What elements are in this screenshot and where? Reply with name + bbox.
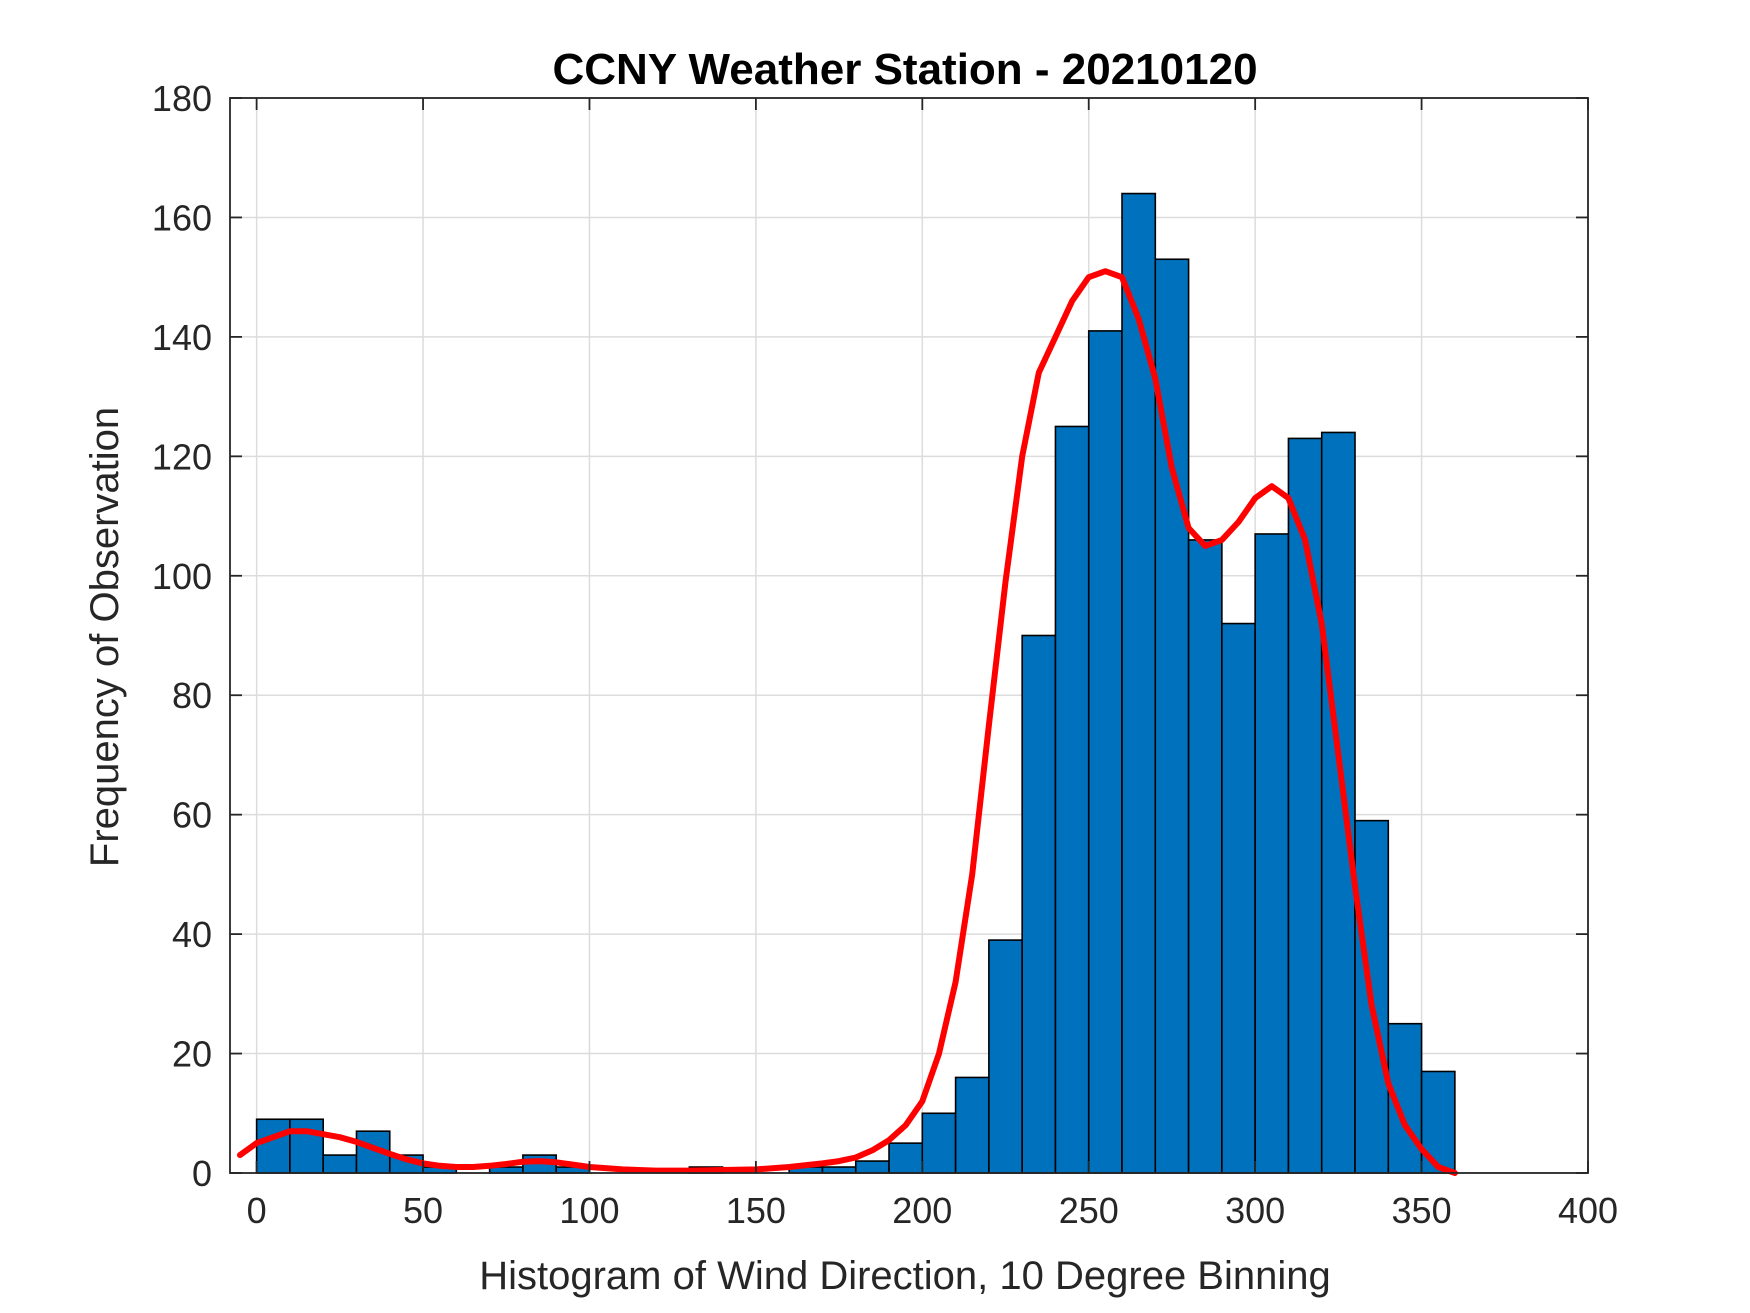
histogram-bar [921, 1112, 957, 1174]
y-tick-label: 20 [172, 1034, 212, 1075]
y-tick-label: 80 [172, 675, 212, 716]
histogram-bar [1121, 192, 1157, 1174]
x-tick-label: 150 [726, 1190, 786, 1231]
x-tick-label: 200 [892, 1190, 952, 1231]
histogram-bar [322, 1154, 358, 1174]
y-axis-label: Frequency of Observation [83, 407, 127, 867]
histogram-bar [1054, 425, 1090, 1174]
y-tick-label: 140 [152, 317, 212, 358]
x-tick-label: 50 [403, 1190, 443, 1231]
histogram-bar [1221, 622, 1256, 1174]
plot-area-border [229, 97, 1589, 1174]
histogram-bar [1320, 431, 1356, 1174]
y-tick-label: 60 [172, 795, 212, 836]
histogram-bar [1187, 539, 1223, 1174]
histogram-bar [255, 1118, 291, 1174]
y-tick-label: 120 [152, 436, 212, 477]
x-tick-label: 300 [1225, 1190, 1285, 1231]
y-tick-label: 180 [152, 78, 212, 119]
y-tick-label: 0 [192, 1153, 212, 1194]
axes [229, 97, 1589, 1174]
chart-title: CCNY Weather Station - 20210120 [552, 45, 1257, 94]
histogram-bar [854, 1160, 890, 1174]
x-tick-label: 350 [1392, 1190, 1452, 1231]
y-tick-label: 160 [152, 197, 212, 238]
histogram-bar [954, 1076, 990, 1174]
histogram-bar [888, 1142, 924, 1174]
y-tick-label: 100 [152, 556, 212, 597]
histogram-bars [255, 192, 1456, 1174]
histogram-bar [1087, 330, 1123, 1174]
y-tick-label: 40 [172, 914, 212, 955]
x-axis-label: Histogram of Wind Direction, 10 Degree B… [479, 1254, 1331, 1298]
x-tick-label: 0 [247, 1190, 267, 1231]
histogram-bar [1021, 634, 1057, 1174]
x-tick-label: 400 [1558, 1190, 1618, 1231]
histogram-bar [1254, 533, 1290, 1174]
histogram-bar [289, 1118, 324, 1174]
tick-labels: 0 50 100 150 200 250 300 350 400 0 20 40 60 80 100 120 1… [152, 78, 1618, 1231]
x-tick-label: 100 [559, 1190, 619, 1231]
histogram-bar [988, 939, 1023, 1174]
histogram-bar [1287, 437, 1323, 1174]
x-tick-label: 250 [1059, 1190, 1119, 1231]
